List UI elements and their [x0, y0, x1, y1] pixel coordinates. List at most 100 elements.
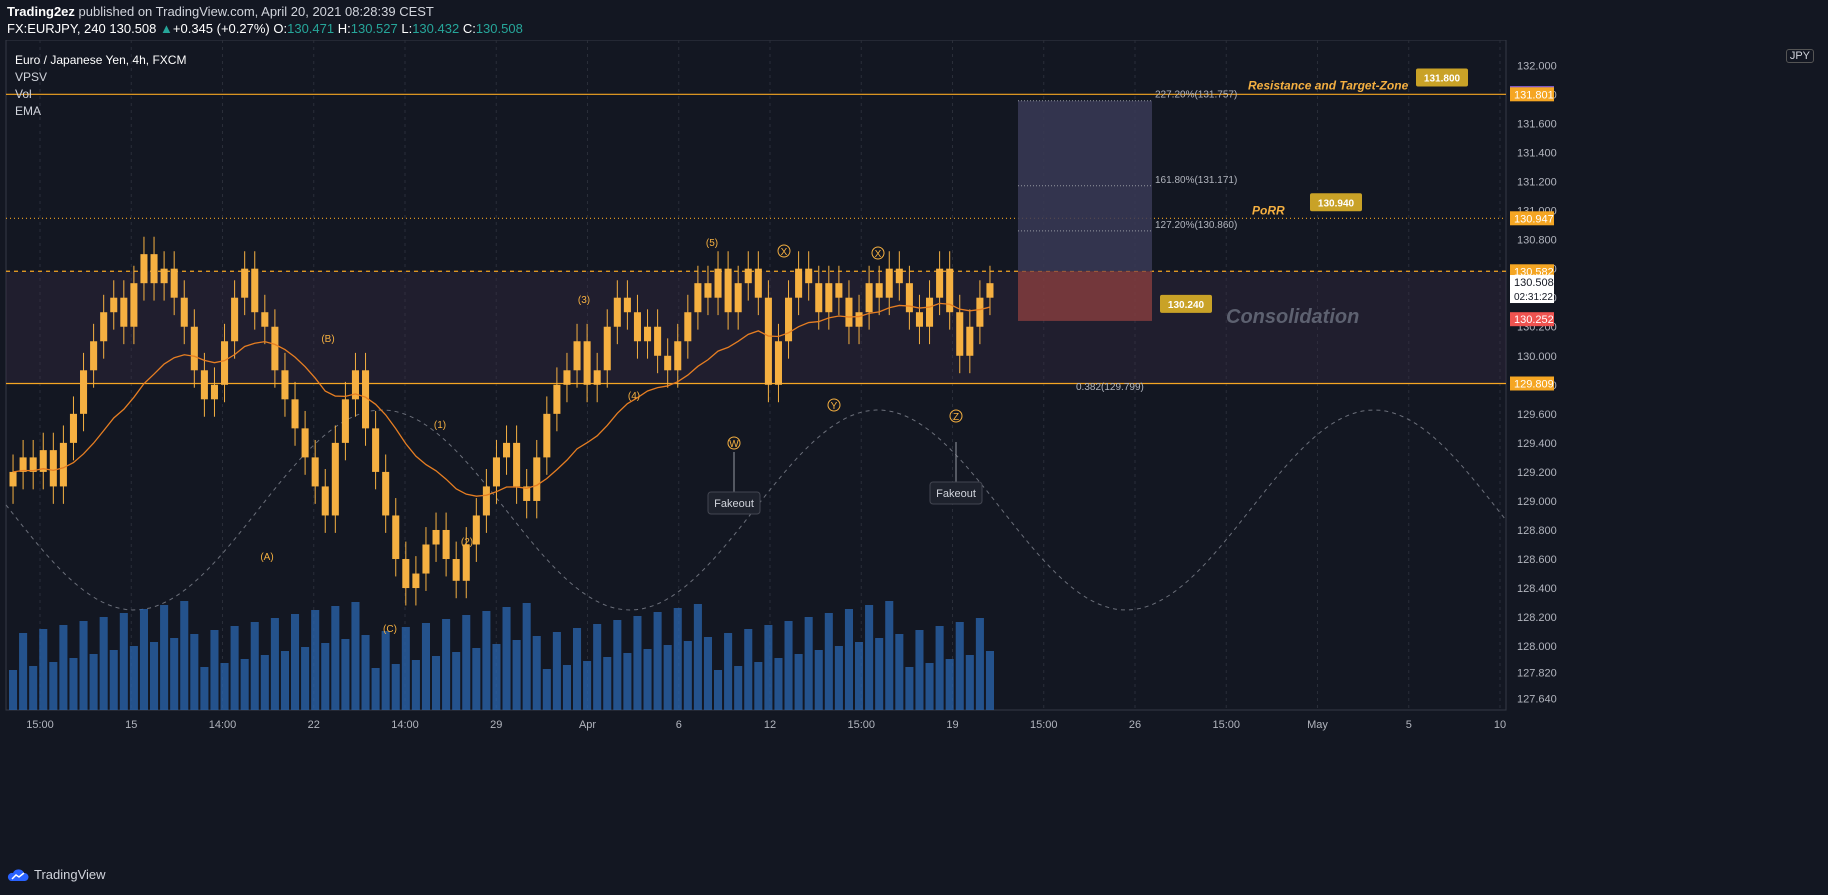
wave-label: W — [729, 439, 739, 450]
volume-bar — [754, 662, 763, 710]
volume-bar — [411, 660, 420, 710]
volume-bar — [522, 603, 531, 710]
x-tick-label: 15 — [125, 719, 137, 731]
ema-line — [12, 302, 991, 497]
candle-body — [633, 312, 641, 342]
candle-body — [714, 268, 722, 298]
wave-label: Y — [831, 401, 838, 412]
ohlc-line: FX:EURJPY, 240 130.508 ▲+0.345 (+0.27%) … — [7, 21, 523, 36]
candle-body — [392, 515, 400, 560]
wave-label: X — [875, 249, 882, 260]
volume-bar — [351, 602, 360, 710]
publisher-name[interactable]: Trading2ez — [7, 4, 75, 19]
candle-body — [271, 326, 279, 371]
volume-bar — [683, 641, 692, 710]
candle-body — [221, 341, 229, 385]
legend-indicator-vol[interactable]: Vol — [15, 87, 32, 101]
candle-body — [704, 283, 712, 298]
volume-bar — [895, 634, 904, 710]
volume-bar — [975, 618, 984, 710]
up-arrow-icon: ▲ — [160, 21, 173, 36]
stop-zone-box — [1018, 271, 1152, 321]
volume-bar — [552, 632, 561, 710]
volume-bar — [99, 617, 108, 710]
volume-bar — [69, 658, 78, 710]
candle-body — [603, 326, 611, 371]
candle-body — [321, 486, 329, 516]
y-tick-label: 128.200 — [1517, 612, 1557, 624]
candle-body — [915, 312, 923, 327]
volume-bar — [452, 652, 461, 710]
price-chart[interactable]: 132.000131.800131.600131.400131.200131.0… — [0, 40, 1828, 858]
candle-body — [29, 457, 37, 472]
candle-body — [80, 370, 88, 414]
footer: TradingView — [0, 858, 1828, 895]
symbol: FX:EURJPY, 240 — [7, 21, 106, 36]
legend-indicator-ema[interactable]: EMA — [15, 104, 42, 118]
volume-bar — [703, 637, 712, 710]
candle-body — [563, 370, 571, 385]
wave-circle — [949, 409, 963, 423]
y-tick-label: 129.000 — [1517, 496, 1557, 508]
volume-bar — [653, 612, 662, 710]
volume-bar — [714, 670, 723, 710]
x-tick-label: 10 — [1494, 719, 1506, 731]
volume-bar — [965, 655, 974, 710]
candle-body — [100, 312, 108, 342]
countdown-label: 02:31:22 — [1514, 292, 1553, 303]
y-tick-label: 128.800 — [1517, 525, 1557, 537]
brand-name: TradingView — [34, 867, 106, 882]
fib-label: 227.20%(131.757) — [1155, 90, 1237, 101]
candle-body — [774, 341, 782, 385]
volume-bar — [532, 636, 541, 710]
volume-bar — [502, 607, 511, 710]
volume-bar — [150, 642, 159, 710]
price-label-text: 129.809 — [1514, 379, 1554, 391]
porr-annotation: PoRR — [1252, 203, 1285, 217]
volume-bar — [230, 626, 239, 710]
volume-bar — [321, 643, 330, 710]
currency-badge[interactable]: JPY — [1785, 49, 1814, 63]
volume-bar — [220, 663, 229, 710]
volume-bar — [865, 605, 874, 710]
chart-legend: Euro / Japanese Yen, 4h, FXCM VPSV Vol E… — [15, 52, 186, 120]
y-tick-label: 127.820 — [1517, 667, 1557, 679]
price-label-bg — [1510, 312, 1554, 327]
candle-body — [351, 370, 359, 400]
volume-bar — [834, 646, 843, 710]
close-value: 130.508 — [475, 21, 523, 36]
tradingview-logo[interactable]: TradingView — [7, 867, 106, 882]
volume-bar — [875, 638, 884, 710]
candle-body — [362, 370, 370, 429]
candle-body — [170, 268, 178, 298]
wave-label: (2) — [461, 537, 473, 548]
candle-body — [150, 254, 158, 284]
candle-body — [59, 442, 67, 487]
publish-header: Trading2ez published on TradingView.com,… — [0, 0, 1828, 40]
y-tick-label: 128.600 — [1517, 554, 1557, 566]
y-tick-label: 132.000 — [1517, 60, 1557, 72]
legend-indicator-vpsv[interactable]: VPSV — [15, 70, 48, 84]
price-callout-bg — [1160, 294, 1212, 313]
candle-body — [895, 268, 903, 284]
x-tick-label: 14:00 — [391, 719, 419, 731]
candle-body — [764, 297, 772, 385]
price-callout-text: 130.240 — [1168, 300, 1205, 311]
candle-body — [785, 297, 793, 342]
price-label-text: 131.801 — [1514, 89, 1554, 101]
volume-bar — [291, 614, 300, 710]
volume-bar — [119, 613, 128, 710]
volume-bar — [573, 628, 582, 710]
y-tick-label: 128.400 — [1517, 583, 1557, 595]
candle-body — [49, 450, 57, 487]
volume-bar — [139, 609, 148, 710]
candle-body — [986, 283, 994, 298]
volume-bar — [623, 653, 632, 710]
fib-label: 161.80%(131.171) — [1155, 175, 1237, 186]
volume-bar — [79, 621, 88, 710]
volume-bar — [764, 625, 773, 710]
wave-label: (4) — [628, 391, 640, 402]
volume-bar — [885, 601, 894, 710]
candle-body — [190, 326, 198, 371]
candle-body — [513, 442, 521, 487]
